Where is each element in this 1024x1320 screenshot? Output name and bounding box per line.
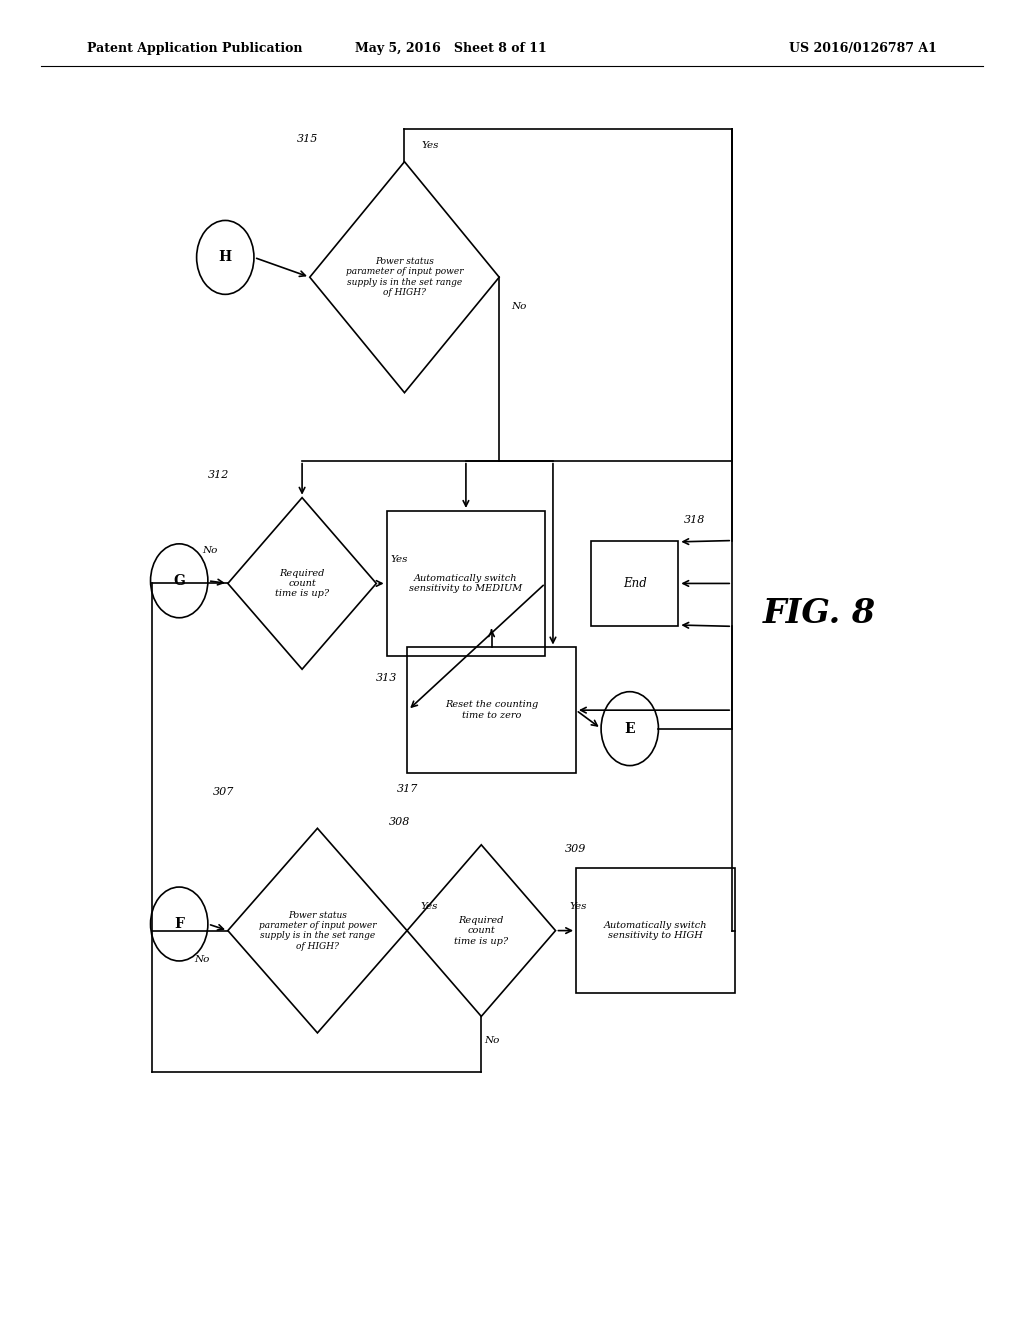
Text: 315: 315 xyxy=(297,133,317,144)
Text: 309: 309 xyxy=(565,843,586,854)
Text: Yes: Yes xyxy=(569,903,587,911)
Text: E: E xyxy=(625,722,635,735)
Text: 308: 308 xyxy=(389,817,410,828)
Text: Automatically switch
sensitivity to HIGH: Automatically switch sensitivity to HIGH xyxy=(603,921,708,940)
Text: Power status
parameter of input power
supply is in the set range
of HIGH?: Power status parameter of input power su… xyxy=(259,911,376,950)
Bar xyxy=(575,869,735,993)
Text: 312: 312 xyxy=(208,470,228,480)
Text: Yes: Yes xyxy=(421,141,439,150)
Text: 318: 318 xyxy=(684,515,705,525)
Text: No: No xyxy=(512,302,527,310)
Text: Required
count
time is up?: Required count time is up? xyxy=(455,916,508,945)
Text: H: H xyxy=(219,251,231,264)
Text: No: No xyxy=(194,956,210,964)
Text: Yes: Yes xyxy=(390,556,408,564)
Text: Reset the counting
time to zero: Reset the counting time to zero xyxy=(444,701,539,719)
Text: No: No xyxy=(483,1036,500,1044)
Text: US 2016/0126787 A1: US 2016/0126787 A1 xyxy=(790,42,937,55)
Bar xyxy=(407,647,575,772)
Text: F: F xyxy=(174,917,184,931)
Text: Patent Application Publication: Patent Application Publication xyxy=(87,42,302,55)
Bar xyxy=(592,541,678,626)
Text: Automatically switch
sensitivity to MEDIUM: Automatically switch sensitivity to MEDI… xyxy=(410,574,522,593)
Text: End: End xyxy=(623,577,647,590)
Text: 317: 317 xyxy=(397,784,418,795)
Text: Power status
parameter of input power
supply is in the set range
of HIGH?: Power status parameter of input power su… xyxy=(346,257,463,297)
Text: G: G xyxy=(173,574,185,587)
Text: 307: 307 xyxy=(213,787,233,797)
Text: May 5, 2016   Sheet 8 of 11: May 5, 2016 Sheet 8 of 11 xyxy=(354,42,547,55)
Text: No: No xyxy=(202,546,217,554)
Text: FIG. 8: FIG. 8 xyxy=(763,597,876,630)
Text: Required
count
time is up?: Required count time is up? xyxy=(275,569,329,598)
Text: 313: 313 xyxy=(376,673,396,684)
Text: Yes: Yes xyxy=(421,903,438,911)
Bar xyxy=(387,511,545,656)
